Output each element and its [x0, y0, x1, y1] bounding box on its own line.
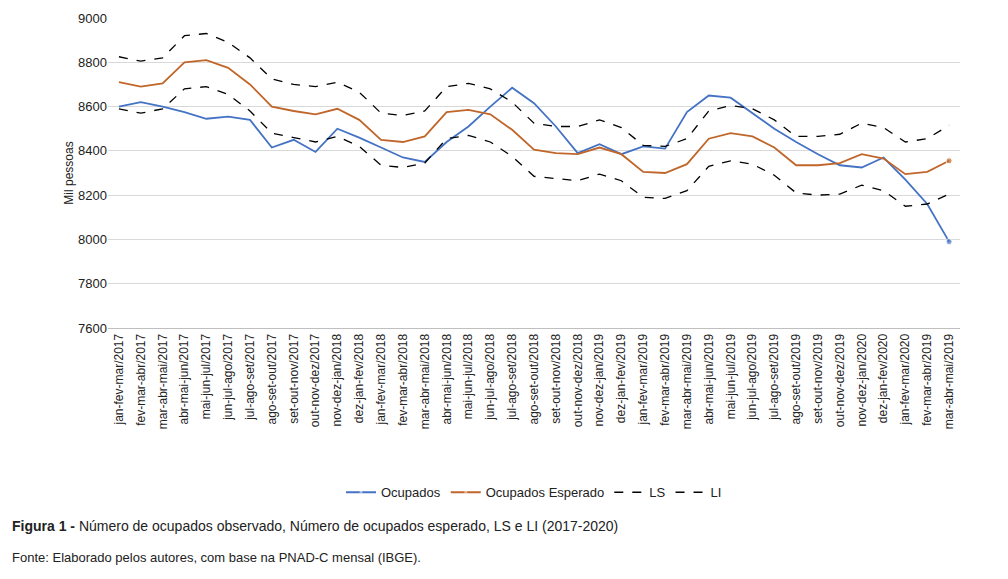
svg-text:jan-fev-mar/2019: jan-fev-mar/2019 [636, 333, 650, 425]
svg-text:jul-ago-set/2019: jul-ago-set/2019 [767, 333, 781, 420]
svg-text:fev-mar-abr/2017: fev-mar-abr/2017 [134, 333, 148, 425]
svg-text:dez-jan-fev/2020: dez-jan-fev/2020 [876, 333, 890, 423]
svg-text:ago-set-out/2017: ago-set-out/2017 [265, 333, 279, 424]
svg-text:Mil pessoas: Mil pessoas [62, 141, 76, 204]
svg-text:mar-abr-mai/2019: mar-abr-mai/2019 [680, 333, 694, 429]
svg-text:8800: 8800 [78, 55, 107, 70]
svg-text:mai-jun-jul/2017: mai-jun-jul/2017 [199, 333, 213, 419]
svg-text:jun-jul-ago/2018: jun-jul-ago/2018 [483, 333, 497, 420]
svg-text:fev-mar-abr/2018: fev-mar-abr/2018 [396, 333, 410, 425]
svg-text:nov-dez-jan/2020: nov-dez-jan/2020 [855, 333, 869, 426]
svg-text:abr-mai-jun/2018: abr-mai-jun/2018 [440, 333, 454, 424]
svg-text:LS: LS [649, 485, 665, 500]
svg-text:LI: LI [711, 485, 722, 500]
svg-text:nov-dez-jan/2019: nov-dez-jan/2019 [592, 333, 606, 426]
svg-text:fev-mar-abr/2019: fev-mar-abr/2019 [658, 333, 672, 425]
svg-text:abr-mai-jun/2019: abr-mai-jun/2019 [702, 333, 716, 424]
svg-text:8000: 8000 [78, 232, 107, 247]
svg-text:set-out-nov/2018: set-out-nov/2018 [549, 333, 563, 423]
svg-text:fev-mar-abr/2019: fev-mar-abr/2019 [920, 333, 934, 425]
svg-text:8400: 8400 [78, 143, 107, 158]
svg-text:dez-jan-fev/2019: dez-jan-fev/2019 [614, 333, 628, 423]
svg-text:jun-jul-ago/2019: jun-jul-ago/2019 [745, 333, 759, 420]
svg-text:out-nov-dez/2018: out-nov-dez/2018 [571, 333, 585, 427]
svg-text:jan-fev-mar/2018: jan-fev-mar/2018 [374, 333, 388, 425]
svg-text:7800: 7800 [78, 276, 107, 291]
svg-text:Figura 1 - Número de ocupados: Figura 1 - Número de ocupados observado,… [12, 518, 618, 534]
svg-text:Fonte: Elaborado pelos autores: Fonte: Elaborado pelos autores, com base… [12, 550, 421, 565]
svg-text:jul-ago-set/2017: jul-ago-set/2017 [243, 333, 257, 420]
svg-text:mar-abr-mai/2018: mar-abr-mai/2018 [418, 333, 432, 429]
svg-text:set-out-nov/2017: set-out-nov/2017 [287, 333, 301, 423]
svg-text:mai-jun-jul/2018: mai-jun-jul/2018 [461, 333, 475, 419]
svg-text:out-nov-dez/2017: out-nov-dez/2017 [308, 333, 322, 427]
svg-text:8200: 8200 [78, 188, 107, 203]
svg-text:out-nov-dez/2019: out-nov-dez/2019 [833, 333, 847, 427]
svg-text:nov-dez-jan/2018: nov-dez-jan/2018 [330, 333, 344, 426]
svg-text:mar-abr-mai/2019: mar-abr-mai/2019 [942, 333, 956, 429]
svg-text:dez-jan-fev/2018: dez-jan-fev/2018 [352, 333, 366, 423]
svg-text:jan-fev-mar/2020: jan-fev-mar/2020 [898, 333, 912, 425]
svg-text:ago-set-out/2019: ago-set-out/2019 [789, 333, 803, 424]
svg-text:jun-jul-ago/2017: jun-jul-ago/2017 [221, 333, 235, 420]
svg-text:mar-abr-mai/2017: mar-abr-mai/2017 [156, 333, 170, 429]
svg-text:mai-jun-jul/2019: mai-jun-jul/2019 [724, 333, 738, 419]
svg-text:ago-set-out/2018: ago-set-out/2018 [527, 333, 541, 424]
svg-text:jan-fev-mar/2017: jan-fev-mar/2017 [112, 333, 126, 425]
svg-text:jul-ago-set/2018: jul-ago-set/2018 [505, 333, 519, 420]
svg-text:8600: 8600 [78, 99, 107, 114]
svg-text:Ocupados: Ocupados [381, 485, 441, 500]
svg-text:abr-mai-jun/2017: abr-mai-jun/2017 [177, 333, 191, 424]
svg-text:Ocupados Esperado: Ocupados Esperado [486, 485, 605, 500]
svg-text:9000: 9000 [78, 11, 107, 26]
svg-text:set-out-nov/2019: set-out-nov/2019 [811, 333, 825, 423]
svg-text:7600: 7600 [78, 321, 107, 336]
